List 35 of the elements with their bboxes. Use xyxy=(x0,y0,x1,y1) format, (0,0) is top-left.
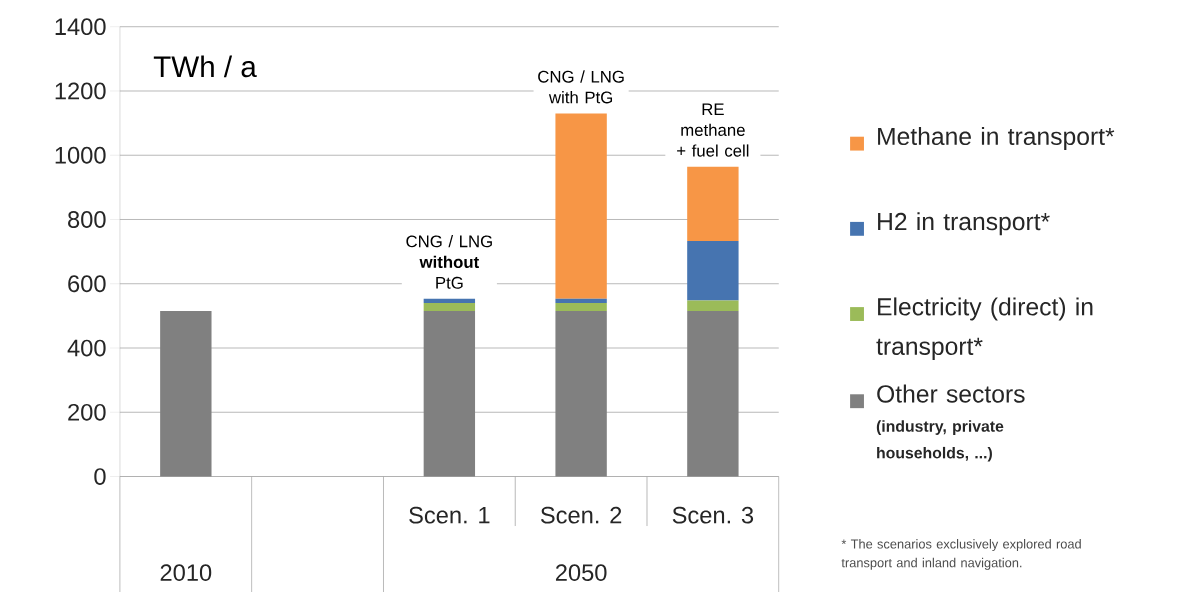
y-tick-label: 600 xyxy=(68,275,106,292)
y-axis-title: TWh / a xyxy=(153,55,257,78)
x-tick-label: Scen. 2 xyxy=(540,506,622,524)
legend-label: H2 in transport* xyxy=(878,211,1050,235)
bar xyxy=(687,166,739,241)
y-tick-label: 1200 xyxy=(55,82,106,100)
bar xyxy=(160,310,212,477)
y-tick-label: 400 xyxy=(67,339,106,357)
text: * The scenarios exclusively explored road transport and inland navigation. xyxy=(841,538,1081,570)
text: 2050 xyxy=(555,564,607,581)
text: (industry, private households, ...) xyxy=(876,420,1004,462)
x-tick-label: Scen. 3 xyxy=(672,506,754,524)
bar xyxy=(423,298,476,303)
bar xyxy=(687,240,739,301)
legend-label: Methane in transport* xyxy=(878,126,1115,150)
legend-label: Other sectors xyxy=(877,384,1025,403)
bar xyxy=(423,302,476,311)
legend-label: Electricity (direct) in transport* xyxy=(876,297,1093,360)
y-tick-label: 800 xyxy=(68,210,106,228)
bar xyxy=(555,310,607,477)
y-tick-label: 200 xyxy=(68,403,106,421)
bar xyxy=(555,113,607,299)
y-tick-label: 0 xyxy=(94,467,106,485)
bar xyxy=(687,300,739,311)
y-tick-label: 1000 xyxy=(55,146,106,164)
bar xyxy=(555,298,607,303)
text: 2010 xyxy=(160,564,212,581)
y-tick-label: 1400 xyxy=(55,18,106,35)
annotation: RE methane + fuel cell xyxy=(677,103,749,157)
bar xyxy=(687,310,739,477)
annotation: CNG / LNG without PtG xyxy=(406,234,492,289)
bar xyxy=(555,302,607,311)
bar xyxy=(423,310,476,477)
annotation: CNG / LNG with PtG xyxy=(538,70,624,104)
x-tick-label: Scen. 1 xyxy=(409,506,490,524)
